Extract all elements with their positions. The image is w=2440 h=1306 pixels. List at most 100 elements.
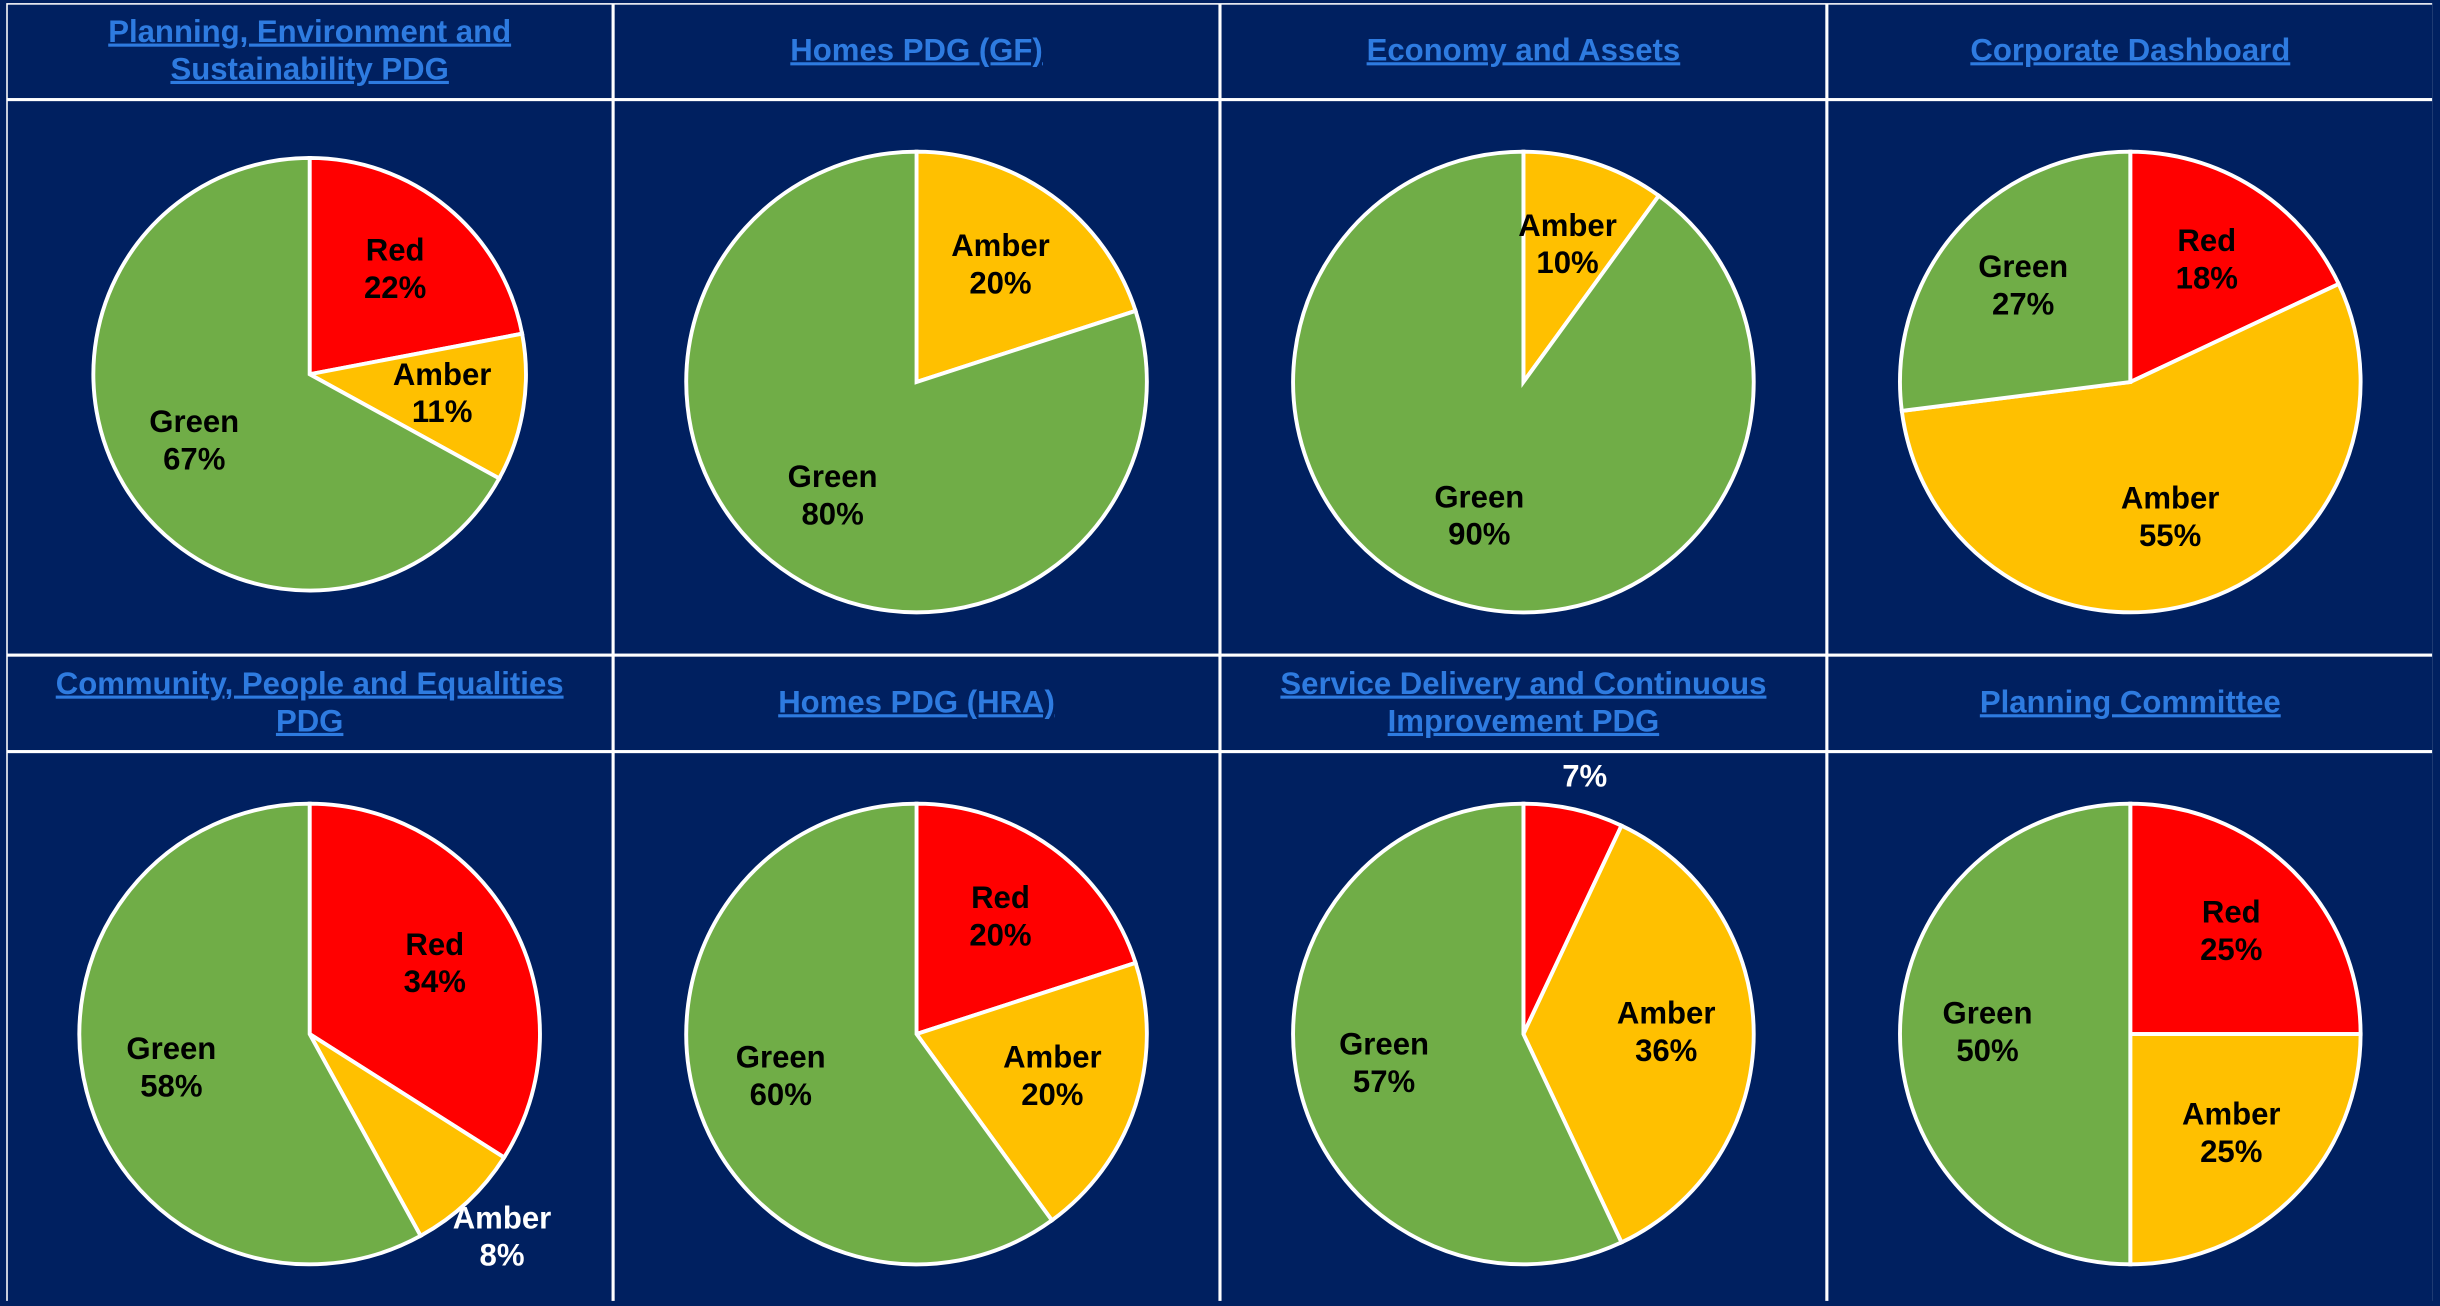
slice-label-value: 36% (1635, 1033, 1697, 1068)
pie (91, 155, 528, 593)
slice-label-value: 25% (2200, 1134, 2262, 1169)
chart-cell: Red 22% Amber 11% Green 67% (7, 101, 612, 654)
slice-label-value: 90% (1448, 517, 1510, 552)
chart-title-link[interactable]: Service Delivery and Continuous Improvem… (1280, 667, 1767, 740)
chart-cell: Amber 10% Green 90% (1221, 101, 1826, 654)
chart-title-link[interactable]: Planning, Environment and Sustainability… (108, 15, 512, 88)
slice-label-name: Green (126, 1031, 216, 1066)
pie (1291, 149, 1756, 615)
pie (684, 801, 1149, 1267)
slice-label-name: Green (736, 1040, 826, 1075)
slice-label-name: Amber (453, 1200, 552, 1235)
pie-slice (1898, 801, 2133, 1267)
pie-slice (1291, 149, 1756, 615)
slice-label-name: Green (149, 404, 239, 439)
chart-header: Homes PDG (HRA) (614, 656, 1219, 751)
slice-label-value: 20% (1021, 1077, 1083, 1112)
slice-label-name: Green (1434, 479, 1524, 514)
slice-label-name: Amber (951, 228, 1050, 263)
slice-label-name: Green (1943, 996, 2033, 1031)
slice-label-value: 60% (750, 1077, 812, 1112)
slice-label-name: Amber (2121, 481, 2220, 516)
slice-label-name: Red (2202, 895, 2261, 930)
slice-label-value: 11% (412, 394, 473, 429)
slice-label-name: Green (788, 459, 878, 494)
pie-slice (1291, 801, 1625, 1267)
slice-label-value: 20% (969, 917, 1031, 952)
pie-slice (684, 149, 1149, 615)
pie-slice (303, 331, 528, 482)
chart-header: Corporate Dashboard (1828, 4, 2433, 99)
chart-cell: Amber 20% Green 80% (614, 101, 1219, 654)
chart-title-link[interactable]: Corporate Dashboard (1970, 34, 2291, 69)
slice-label-value: 18% (2176, 260, 2238, 295)
chart-title-link[interactable]: Economy and Assets (1366, 34, 1681, 69)
pie-slice (914, 149, 1139, 385)
pie-slice (2128, 1032, 2363, 1267)
pie (77, 801, 542, 1267)
chart-cell: Red 25% Amber 25% Green 50% (1828, 753, 2433, 1303)
pie-slice (91, 155, 502, 593)
slice-label-value: 34% (404, 964, 466, 999)
slice-label-value: 8% (480, 1238, 525, 1273)
slice-label-value: 7% (1562, 759, 1607, 794)
slice-label-name: Red (2177, 223, 2236, 258)
pie (1898, 801, 2363, 1267)
pie-slice (1521, 149, 1662, 389)
chart-header: Economy and Assets (1221, 4, 1826, 99)
slice-label-name: Amber (1003, 1040, 1102, 1075)
slice-label-name: Red (405, 927, 464, 962)
chart-header: Community, People and Equalities PDG (7, 656, 612, 751)
slice-label-value: 25% (2200, 932, 2262, 967)
chart-title-link[interactable]: Homes PDG (GF) (790, 34, 1043, 69)
slice-label-value: 50% (1956, 1033, 2018, 1068)
slice-label-name: Amber (1518, 208, 1617, 243)
slice-label-name: Amber (2182, 1097, 2281, 1132)
slice-label-value: 67% (163, 441, 225, 476)
chart-header: Planning, Environment and Sustainability… (7, 4, 612, 99)
slice-label-value: 80% (801, 496, 863, 531)
slice-label-name: Red (1555, 753, 1614, 756)
pie-slice (1521, 801, 1625, 1035)
slice-label-value: 27% (1992, 286, 2054, 321)
pie (684, 149, 1149, 615)
chart-header: Homes PDG (GF) (614, 4, 1219, 99)
chart-cell: Red 18% Amber 55% Green 27% (1828, 101, 2433, 654)
slice-label-name: Red (971, 880, 1030, 915)
pie-slice (684, 801, 1055, 1267)
slice-label-value: 55% (2139, 518, 2201, 553)
chart-title-link[interactable]: Community, People and Equalities PDG (55, 667, 564, 740)
pie-slice (77, 801, 424, 1267)
pie-slice (913, 960, 1149, 1224)
slice-label-value: 20% (969, 265, 1031, 300)
chart-title-link[interactable]: Homes PDG (HRA) (778, 686, 1055, 721)
slice-label-name: Amber (1617, 996, 1716, 1031)
pie-slice (307, 1032, 507, 1239)
pie-slice (914, 801, 1139, 1037)
chart-header: Planning Committee (1828, 656, 2433, 751)
pie (1291, 801, 1756, 1267)
chart-title-link[interactable]: Planning Committee (1979, 686, 2281, 721)
pie-slice (307, 155, 525, 377)
slice-label-value: 57% (1353, 1064, 1415, 1099)
slice-label-name: Red (366, 232, 425, 267)
slice-label-value: 58% (140, 1068, 202, 1103)
pie-slice (1521, 823, 1756, 1246)
pie-slice (2128, 149, 2342, 386)
slice-label-value: 10% (1536, 245, 1598, 280)
pie-slice (2128, 801, 2363, 1036)
slice-label-name: Amber (393, 357, 492, 392)
slice-label-value: 22% (364, 270, 426, 305)
chart-cell: Red 20% Amber 20% Green 60% (614, 753, 1219, 1303)
pie (1898, 149, 2363, 615)
pie-slice (1898, 149, 2133, 414)
